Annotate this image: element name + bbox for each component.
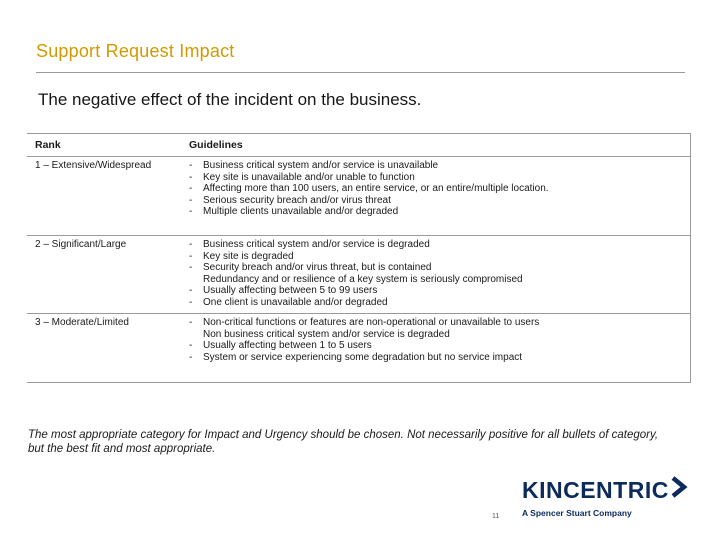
table-row: 1 – Extensive/Widespread - Business criti…: [27, 157, 691, 236]
chevron-right-icon: [670, 476, 688, 504]
guideline-item: - One client is unavailable and/or degrad…: [189, 297, 690, 309]
title-divider: [36, 72, 685, 73]
guideline-item: - Multiple clients unavailable and/or deg…: [189, 206, 690, 218]
slide-title: Support Request Impact: [36, 41, 235, 62]
guidelines-cell: - Business critical system and/or service…: [181, 157, 691, 236]
page-number: 11: [492, 513, 499, 520]
slide-subtitle: The negative effect of the incident on t…: [38, 90, 421, 110]
kincentric-logo: KINCENTRIC A Spencer Stuart Company: [522, 476, 702, 518]
guideline-item: - Key site is unavailable and/or unable t…: [189, 172, 690, 184]
guideline-item: - Business critical system and/or service…: [189, 239, 690, 251]
footnote: The most appropriate category for Impact…: [28, 428, 668, 456]
guideline-item: - Security breach and/or virus threat, bu…: [189, 262, 690, 274]
guideline-item: Redundancy and or resilience of a key sy…: [189, 274, 690, 286]
guideline-item: - Business critical system and/or service…: [189, 160, 690, 172]
table-row: 2 – Significant/Large - Business critical…: [27, 236, 691, 314]
table-row: 3 – Moderate/Limited - Non-critical funct…: [27, 314, 691, 383]
logo-wordmark: KINCENTRIC: [522, 476, 702, 504]
guideline-item: - Non-critical functions or features are …: [189, 317, 690, 329]
impact-guidelines-table: Rank Guidelines 1 – Extensive/Widespread…: [27, 133, 691, 383]
guidelines-column-header: Guidelines: [181, 134, 691, 157]
rank-cell: 1 – Extensive/Widespread: [27, 157, 181, 236]
guideline-item: - Key site is degraded: [189, 251, 690, 263]
table-header-row: Rank Guidelines: [27, 134, 691, 157]
guideline-item: - System or service experiencing some deg…: [189, 352, 690, 364]
guideline-item: - Affecting more than 100 users, an entir…: [189, 183, 690, 195]
guidelines-cell: - Non-critical functions or features are …: [181, 314, 691, 383]
rank-cell: 2 – Significant/Large: [27, 236, 181, 314]
guideline-item: - Usually affecting between 1 to 5 users: [189, 340, 690, 352]
guideline-item: - Usually affecting between 5 to 99 users: [189, 285, 690, 297]
guidelines-cell: - Business critical system and/or service…: [181, 236, 691, 314]
guideline-item: - Serious security breach and/or virus th…: [189, 195, 690, 207]
guideline-item: Non business critical system and/or serv…: [189, 329, 690, 341]
rank-column-header: Rank: [27, 134, 181, 157]
logo-tagline: A Spencer Stuart Company: [522, 508, 702, 518]
rank-cell: 3 – Moderate/Limited: [27, 314, 181, 383]
